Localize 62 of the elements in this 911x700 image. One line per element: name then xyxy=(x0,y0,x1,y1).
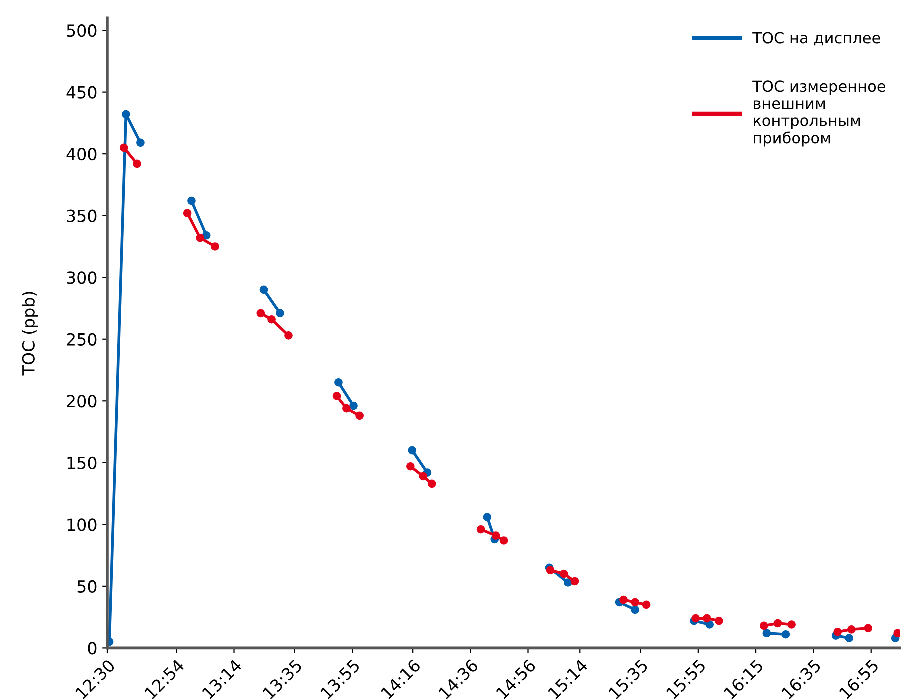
point xyxy=(788,620,796,629)
y-tick-label: 200 xyxy=(67,395,97,408)
point xyxy=(419,472,428,481)
point xyxy=(546,566,555,575)
y-axis-title: TOC (ppb) xyxy=(22,292,38,376)
point xyxy=(702,614,712,623)
point xyxy=(500,536,508,545)
y-tick-label: 0 xyxy=(88,642,97,655)
y-tick-label: 350 xyxy=(67,210,97,222)
point xyxy=(428,480,436,488)
point xyxy=(631,598,640,607)
point xyxy=(196,234,205,242)
y-tick-label: 300 xyxy=(67,272,97,284)
point xyxy=(774,619,782,628)
point xyxy=(406,462,415,471)
point xyxy=(864,624,873,633)
point xyxy=(356,412,364,420)
point xyxy=(202,231,211,240)
point xyxy=(342,404,351,413)
point xyxy=(845,634,854,642)
y-tick-label: 500 xyxy=(67,24,97,38)
point xyxy=(276,309,284,318)
point xyxy=(120,144,128,152)
point xyxy=(284,332,293,340)
point xyxy=(260,286,268,294)
point xyxy=(564,578,572,587)
point xyxy=(834,628,842,636)
legend-label: TOC измеренное внешним контрольным прибором xyxy=(752,80,886,147)
point xyxy=(256,309,266,318)
point xyxy=(762,629,772,638)
point xyxy=(760,622,768,630)
point xyxy=(483,513,492,522)
point xyxy=(188,196,196,206)
point xyxy=(332,392,342,400)
legend-label: TOC на дисплее xyxy=(752,32,880,46)
point xyxy=(847,626,856,634)
y-tick-label: 250 xyxy=(67,333,97,346)
point xyxy=(350,402,358,410)
y-tick-label: 400 xyxy=(66,148,97,161)
point xyxy=(642,600,651,610)
point xyxy=(211,242,220,251)
point xyxy=(133,160,142,168)
y-tick-label: 450 xyxy=(66,86,97,99)
point xyxy=(122,110,130,119)
point xyxy=(570,577,580,586)
point xyxy=(268,315,276,324)
point xyxy=(476,525,486,534)
point xyxy=(136,138,145,148)
point xyxy=(492,532,500,540)
point xyxy=(408,446,417,455)
point xyxy=(706,620,714,629)
point xyxy=(631,606,640,614)
point xyxy=(334,378,343,387)
point xyxy=(692,614,700,623)
point xyxy=(560,570,568,578)
point xyxy=(620,596,628,604)
y-tick-label: 150 xyxy=(68,456,97,470)
y-tick-label: 100 xyxy=(68,518,97,532)
point xyxy=(715,616,724,626)
point xyxy=(183,209,192,218)
point xyxy=(782,630,790,639)
y-tick-label: 50 xyxy=(78,580,97,594)
